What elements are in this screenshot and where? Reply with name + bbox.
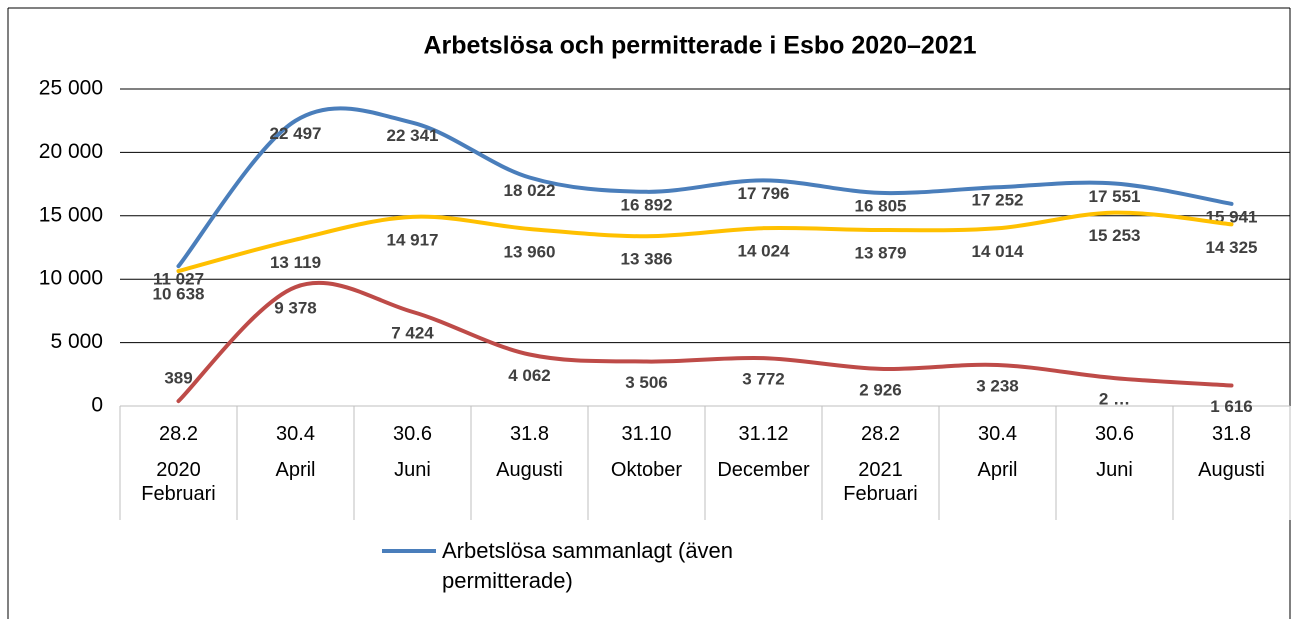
data-label: 13 960 bbox=[504, 242, 556, 261]
x-group-label: Oktober bbox=[610, 459, 683, 481]
data-label: 13 879 bbox=[855, 243, 907, 262]
x-tick-label: 30.4 bbox=[978, 423, 1017, 445]
y-tick-label: 0 bbox=[91, 394, 103, 417]
series-line bbox=[176, 106, 1234, 269]
data-label: 4 062 bbox=[508, 366, 551, 385]
y-tick-label: 5 000 bbox=[50, 330, 103, 353]
data-label: 16 892 bbox=[621, 195, 673, 214]
data-label: 7 424 bbox=[391, 323, 434, 342]
data-label: 15 253 bbox=[1089, 226, 1141, 245]
data-label: 9 378 bbox=[274, 299, 317, 318]
x-tick-label: 28.2 bbox=[861, 423, 900, 445]
data-label: 2 … bbox=[1099, 390, 1130, 409]
legend-label: Arbetslösa sammanlagt (även permitterade… bbox=[442, 538, 734, 593]
data-label: 2 926 bbox=[859, 380, 902, 399]
y-tick-label: 15 000 bbox=[39, 203, 103, 226]
data-label: 1 616 bbox=[1210, 397, 1253, 416]
data-label: 3 238 bbox=[976, 376, 1019, 395]
data-label: 13 386 bbox=[621, 250, 673, 269]
x-group-label: Augusti bbox=[496, 459, 563, 481]
x-tick-label: 31.8 bbox=[1212, 423, 1251, 445]
data-label: 17 252 bbox=[972, 191, 1024, 210]
x-group-label: December bbox=[717, 459, 810, 481]
data-label: 10 638 bbox=[153, 285, 205, 304]
y-tick-label: 10 000 bbox=[39, 267, 103, 290]
data-label: 14 024 bbox=[738, 242, 791, 261]
x-group-label: Juni bbox=[1096, 459, 1133, 481]
x-tick-label: 30.6 bbox=[393, 423, 432, 445]
x-group-label: 2021 Februari bbox=[843, 459, 918, 505]
data-label: 14 325 bbox=[1206, 238, 1258, 257]
x-group-label: Augusti bbox=[1198, 459, 1265, 481]
series-line bbox=[176, 210, 1234, 274]
x-tick-label: 28.2 bbox=[159, 423, 198, 445]
data-label: 13 119 bbox=[270, 253, 321, 272]
series-line bbox=[176, 280, 1234, 404]
data-label: 14 014 bbox=[972, 242, 1025, 261]
x-tick-label: 31.10 bbox=[621, 423, 672, 445]
x-group-label: 2020 Februari bbox=[141, 459, 216, 505]
data-label: 22 497 bbox=[270, 124, 322, 143]
x-group-label: April bbox=[977, 459, 1018, 481]
data-label: 16 805 bbox=[855, 196, 907, 215]
data-label: 22 341 bbox=[387, 126, 439, 145]
data-label: 17 796 bbox=[738, 184, 790, 203]
data-label: 3 506 bbox=[625, 373, 668, 392]
y-tick-label: 25 000 bbox=[39, 77, 103, 100]
y-tick-label: 20 000 bbox=[39, 140, 103, 163]
x-group-label: Juni bbox=[394, 459, 431, 481]
x-tick-label: 31.12 bbox=[738, 423, 789, 445]
data-label: 11 027 bbox=[153, 270, 204, 289]
x-tick-label: 30.6 bbox=[1095, 423, 1134, 445]
data-label: 14 917 bbox=[387, 230, 439, 249]
chart-title: Arbetslösa och permitterade i Esbo 2020–… bbox=[423, 32, 976, 60]
data-label: 17 551 bbox=[1089, 187, 1141, 206]
x-tick-label: 30.4 bbox=[276, 423, 315, 445]
data-label: 389 bbox=[164, 369, 192, 388]
x-tick-label: 31.8 bbox=[510, 423, 549, 445]
data-label: 3 772 bbox=[742, 370, 785, 389]
x-group-label: April bbox=[275, 459, 316, 481]
data-label: 18 022 bbox=[504, 181, 556, 200]
